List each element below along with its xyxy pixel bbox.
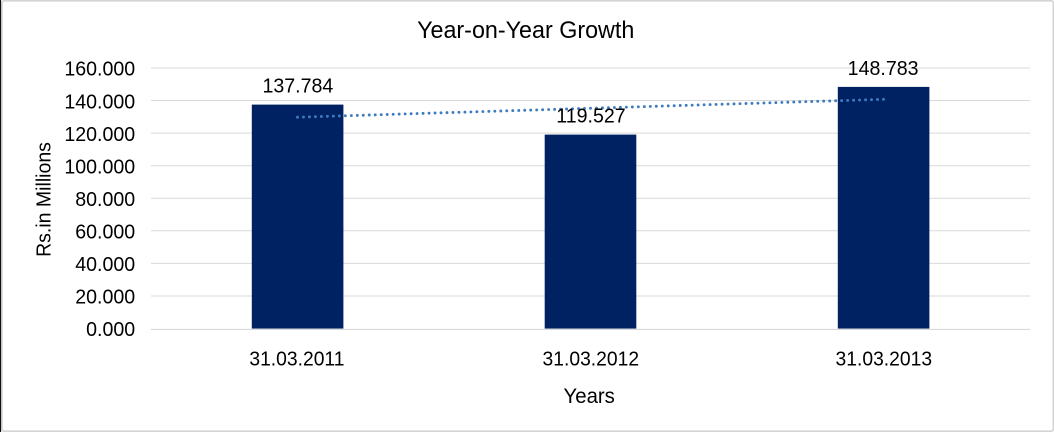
- svg-text:60.000: 60.000: [75, 221, 135, 243]
- svg-text:Year-on-Year Growth: Year-on-Year Growth: [417, 16, 634, 44]
- svg-text:140.000: 140.000: [64, 91, 135, 113]
- svg-text:31.03.2013: 31.03.2013: [836, 348, 933, 370]
- svg-text:0.000: 0.000: [86, 319, 135, 341]
- svg-text:80.000: 80.000: [75, 189, 135, 211]
- svg-text:120.000: 120.000: [64, 124, 135, 146]
- svg-text:119.527: 119.527: [556, 105, 625, 127]
- svg-text:31.03.2012: 31.03.2012: [543, 348, 640, 370]
- svg-text:Rs.in Millions: Rs.in Millions: [33, 142, 55, 257]
- svg-text:137.784: 137.784: [262, 75, 333, 97]
- svg-text:148.783: 148.783: [848, 58, 919, 80]
- svg-text:160.000: 160.000: [64, 59, 135, 81]
- svg-text:40.000: 40.000: [75, 254, 135, 276]
- svg-text:31.03.2011: 31.03.2011: [249, 348, 344, 370]
- svg-text:100.000: 100.000: [64, 156, 135, 178]
- svg-text:20.000: 20.000: [75, 286, 135, 308]
- svg-text:Years: Years: [564, 385, 615, 408]
